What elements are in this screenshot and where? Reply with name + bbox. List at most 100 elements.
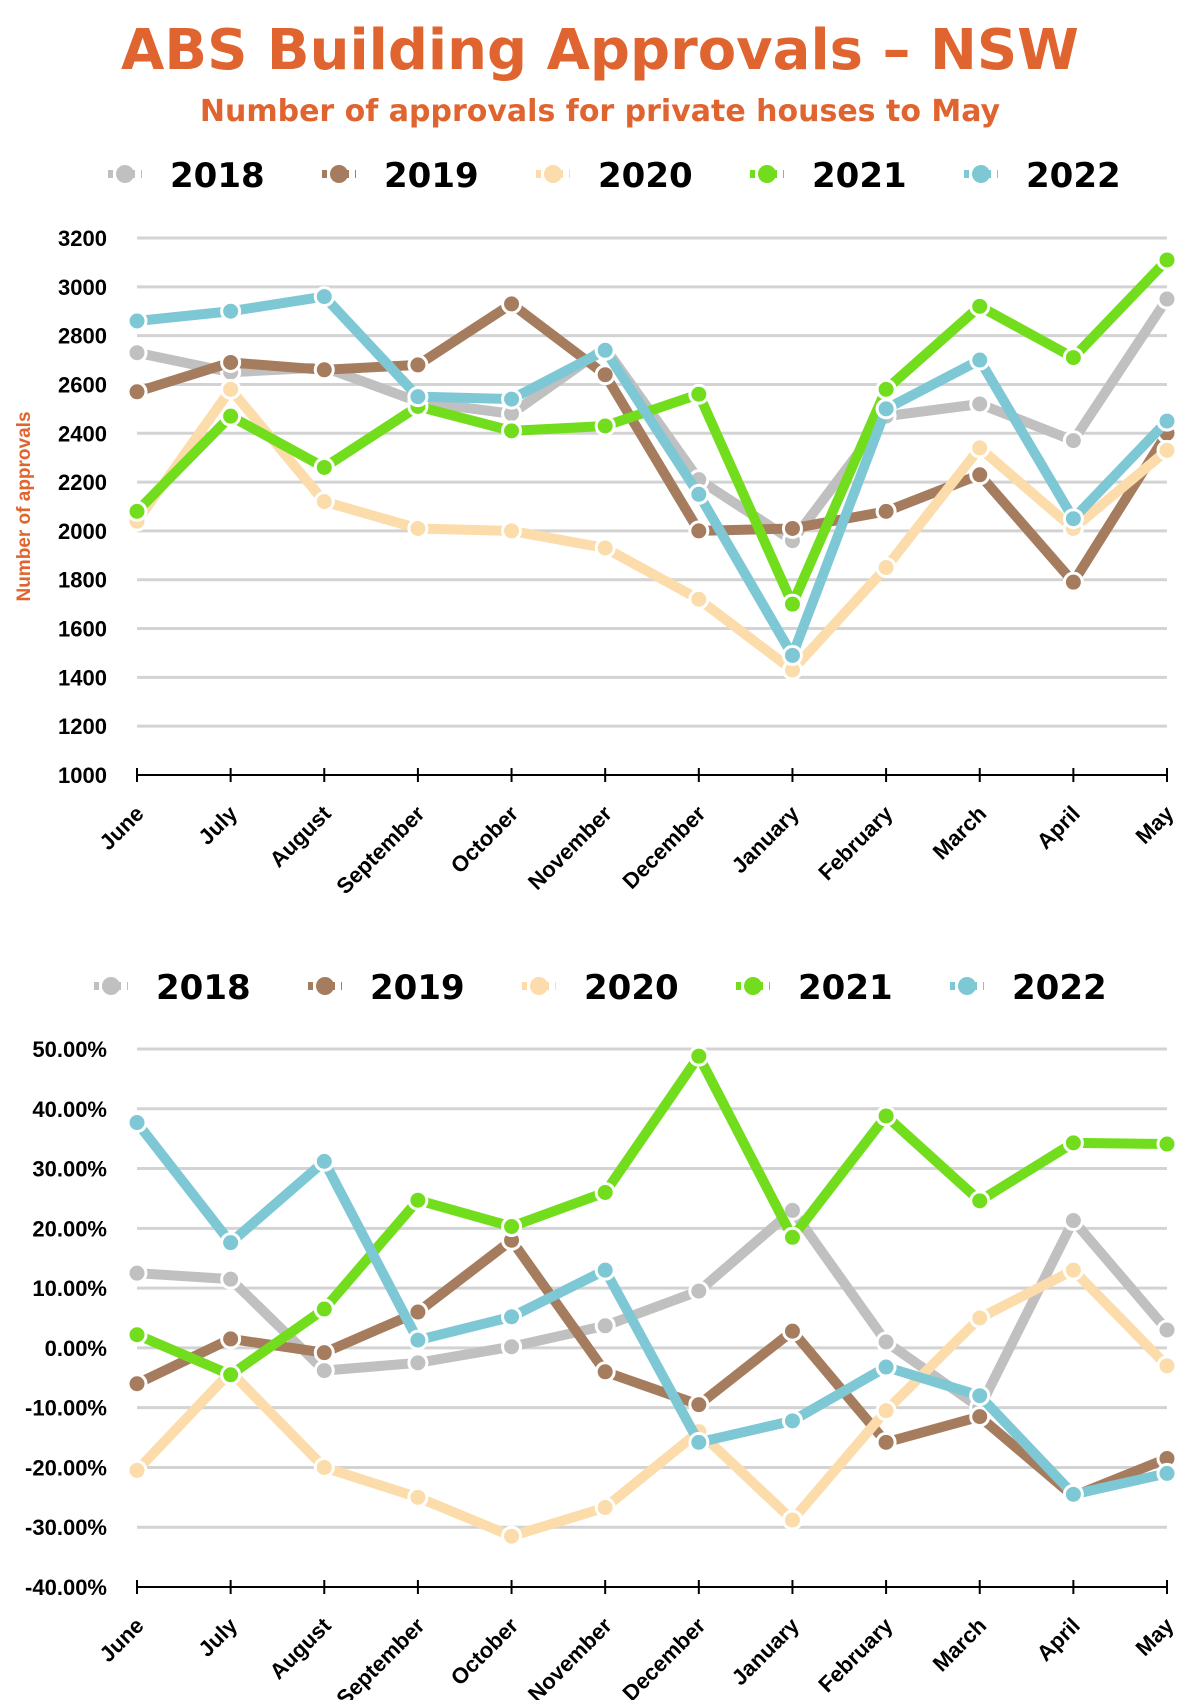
series-2022 [126,286,1178,666]
x-tick-label: October [446,1613,524,1691]
legend-marker [102,977,120,995]
y-tick-label: -20.00% [25,1455,107,1480]
data-point [1062,508,1084,530]
data-point [594,537,616,559]
x-tick-label: January [727,1612,805,1690]
y-tick-label: -40.00% [25,1575,107,1600]
data-point [781,1320,803,1342]
data-point [407,517,429,539]
data-point [1156,1355,1178,1377]
data-point [969,1307,991,1329]
data-point [969,1190,991,1212]
x-tick-label: August [265,800,337,872]
data-point [875,1400,897,1422]
data-point [688,1045,710,1067]
data-point [688,520,710,542]
x-tick-label: March [928,801,991,864]
x-tick-label: May [1131,800,1179,848]
y-tick-label: 1800 [58,568,107,593]
legend-item-2022: 2022 [964,156,1121,196]
y-tick-label: 1200 [58,714,107,739]
data-point [126,310,148,332]
series-2021 [126,249,1178,615]
x-tick-label: September [331,1613,429,1700]
legend-label: 2021 [812,156,907,196]
legend-label: 2020 [598,156,693,196]
x-tick-label: December [617,801,710,894]
data-point [501,1525,523,1547]
data-point [781,1509,803,1531]
data-point [126,1459,148,1481]
data-point [875,557,897,579]
data-point [407,386,429,408]
legend-label: 2021 [798,968,893,1008]
data-point [313,491,335,513]
data-point [313,1360,335,1382]
data-point [501,388,523,410]
data-point [1062,347,1084,369]
data-point [313,1298,335,1320]
series-line [136,1205,1171,1413]
y-tick-label: 1600 [58,617,107,642]
series-line [133,1265,1171,1542]
data-point [1156,1133,1178,1155]
data-point [781,1410,803,1432]
data-point [688,1431,710,1453]
legend-item-2018: 2018 [94,968,251,1008]
data-point [1156,249,1178,271]
data-point [126,1373,148,1395]
data-point [220,1232,242,1254]
legend-marker [758,165,776,183]
data-point [126,381,148,403]
data-point [594,1361,616,1383]
data-point [781,644,803,666]
data-point [1062,430,1084,452]
data-point [1156,1462,1178,1484]
y-tick-label: 40.00% [32,1097,107,1122]
y-tick-label: 0.00% [45,1336,107,1361]
chart-2: 50.00% 40.00% 30.00% 20.00% 10.00% 0.00% -10.0… [25,968,1179,1700]
data-point [594,339,616,361]
y-tick-label: 20.00% [32,1216,107,1241]
data-point [407,1329,429,1351]
data-point [407,1486,429,1508]
chart-1: 3200 3000 2800 2600 2400 2200 2000 1800 1600 1400… [14,156,1179,899]
legend-item-2020: 2020 [522,968,679,1008]
series-line [133,256,1171,610]
y-tick-label: 3200 [58,226,107,251]
data-point [220,405,242,427]
data-point [126,342,148,364]
data-point [313,286,335,308]
y-tick-label: 2600 [58,372,107,397]
legend-label: 2022 [1012,968,1107,1008]
data-point [875,1105,897,1127]
data-point [875,1331,897,1353]
legend-label: 2018 [156,968,251,1008]
legend-item-2019: 2019 [308,968,465,1008]
data-point [594,1496,616,1518]
y-tick-label: 2400 [58,421,107,446]
data-point [313,1342,335,1364]
data-point [781,1226,803,1248]
series-line [132,384,1171,676]
y-tick-label: 2800 [58,324,107,349]
legend-marker [316,977,334,995]
x-tick-label: May [1131,1612,1179,1660]
data-point [313,1456,335,1478]
data-point [781,517,803,539]
data-point [1062,571,1084,593]
series-line [136,291,1171,661]
data-point [688,483,710,505]
data-point [969,295,991,317]
data-point [1156,1319,1178,1341]
x-tick-label: April [1032,1613,1085,1666]
data-point [407,354,429,376]
data-point [407,1301,429,1323]
legend-item-2018: 2018 [108,156,265,196]
y-tick-label: -10.00% [25,1396,107,1421]
chart-subtitle: Number of approvals for private houses t… [199,94,1001,129]
data-point [501,520,523,542]
series-line [133,1119,1169,1500]
data-point [781,593,803,615]
